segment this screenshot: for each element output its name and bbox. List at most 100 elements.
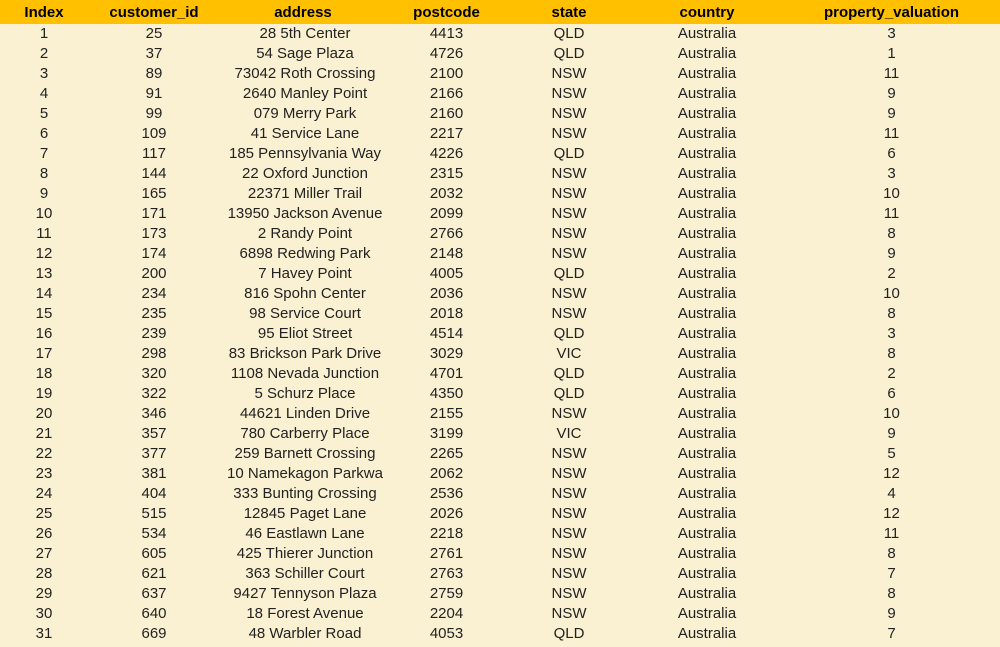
table-row[interactable]: 15 235 98 Service Court 2018 NSW Australia 8 [0,304,1000,324]
table-row[interactable]: 16 239 95 Eliot Street 4514 QLD Australia 3 [0,324,1000,344]
address-cell: 333 Bunting Crossing [233,485,377,502]
column-header-property-valuation[interactable]: property_valuation [823,3,960,21]
customer-id-cell: 171 [141,205,167,222]
state-cell: QLD [553,25,585,42]
table-row[interactable]: 29 637 9427 Tennyson Plaza 2759 NSW Australia… [0,584,1000,604]
country-cell: Australia [677,85,737,102]
index-cell: 14 [35,285,53,302]
property-valuation-cell: 12 [883,465,900,482]
postcode-cell: 2036 [429,285,464,302]
customer-id-cell: 25 [145,25,163,42]
table-row[interactable]: 5 99 079 Merry Park 2160 NSW Australia 9 [0,104,1000,124]
index-cell: 17 [35,345,53,362]
property-valuation-cell: 9 [887,425,896,442]
table-row[interactable]: 11 173 2 Randy Point 2766 NSW Australia 8 [0,224,1000,244]
table-row[interactable]: 17 298 83 Brickson Park Drive 3029 VIC Austra… [0,344,1000,364]
index-cell: 9 [39,185,49,202]
state-cell: NSW [551,445,587,462]
table-row[interactable]: 13 200 7 Havey Point 4005 QLD Australia 2 [0,264,1000,284]
postcode-cell: 2026 [429,505,464,522]
country-cell: Australia [677,305,737,322]
state-cell: QLD [553,325,585,342]
column-header-postcode[interactable]: postcode [413,3,480,21]
country-cell: Australia [677,445,737,462]
index-cell: 8 [39,165,49,182]
postcode-cell: 4514 [429,325,464,342]
address-cell: 28 5th Center [259,25,351,42]
state-cell: NSW [551,505,587,522]
state-cell: QLD [553,385,585,402]
customer-id-cell: 381 [141,465,167,482]
table-row[interactable]: 30 640 18 Forest Avenue 2204 NSW Australia 9 [0,604,1000,624]
postcode-cell: 2265 [429,445,464,462]
table-row[interactable]: 28 621 363 Schiller Court 2763 NSW Australia 7 [0,564,1000,584]
postcode-cell: 2761 [429,545,464,562]
address-cell: 1108 Nevada Junction [230,365,380,382]
index-cell: 15 [35,305,53,322]
state-cell: NSW [551,65,587,82]
column-header-address[interactable]: address [274,3,332,21]
address-cell: 816 Spohn Center [244,285,366,302]
customer-id-cell: 621 [141,565,167,582]
property-valuation-cell: 11 [883,525,900,542]
property-valuation-cell: 6 [887,145,896,162]
table-row[interactable]: 10 171 13950 Jackson Avenue 2099 NSW Australi… [0,204,1000,224]
customer-id-cell: 669 [141,625,167,642]
country-cell: Australia [677,145,737,162]
table-row[interactable]: 14 234 816 Spohn Center 2036 NSW Australia 10 [0,284,1000,304]
state-cell: NSW [551,605,587,622]
customer-id-cell: 89 [145,65,163,82]
table-row[interactable]: 9 165 22371 Miller Trail 2032 NSW Australia 10 [0,184,1000,204]
index-cell: 3 [39,65,49,82]
address-cell: 95 Eliot Street [257,325,353,342]
table-row[interactable]: 18 320 1108 Nevada Junction 4701 QLD Australi… [0,364,1000,384]
table-row[interactable]: 20 346 44621 Linden Drive 2155 NSW Australia 1… [0,404,1000,424]
postcode-cell: 2204 [429,605,464,622]
customer-id-cell: 605 [141,545,167,562]
index-cell: 16 [35,325,53,342]
table-row[interactable]: 26 534 46 Eastlawn Lane 2218 NSW Australia 11 [0,524,1000,544]
customer-id-cell: 515 [141,505,167,522]
index-cell: 13 [35,265,53,282]
property-valuation-cell: 7 [887,565,896,582]
country-cell: Australia [677,385,737,402]
address-cell: 48 Warbler Road [248,625,362,642]
index-cell: 4 [39,85,49,102]
column-header-state[interactable]: state [551,3,587,21]
table-body: 1 25 28 5th Center 4413 QLD Australia 3 2 37 54 S… [0,24,1000,644]
index-cell: 22 [35,445,53,462]
table-row[interactable]: 8 144 22 Oxford Junction 2315 NSW Australia 3 [0,164,1000,184]
address-cell: 22 Oxford Junction [242,165,368,182]
table-row[interactable]: 19 322 5 Schurz Place 4350 QLD Australia 6 [0,384,1000,404]
index-cell: 5 [39,105,49,122]
country-cell: Australia [677,505,737,522]
table-row[interactable]: 24 404 333 Bunting Crossing 2536 NSW Australi… [0,484,1000,504]
table-row[interactable]: 4 91 2640 Manley Point 2166 NSW Australia 9 [0,84,1000,104]
table-row[interactable]: 6 109 41 Service Lane 2217 NSW Australia 11 [0,124,1000,144]
customer-id-cell: 37 [145,45,163,62]
customer-id-cell: 346 [141,405,167,422]
address-cell: 2 Randy Point [257,225,353,242]
table-row[interactable]: 22 377 259 Barnett Crossing 2265 NSW Australi… [0,444,1000,464]
table-row[interactable]: 31 669 48 Warbler Road 4053 QLD Australia 7 [0,624,1000,644]
table-row[interactable]: 21 357 780 Carberry Place 3199 VIC Australia 9 [0,424,1000,444]
table-row[interactable]: 25 515 12845 Paget Lane 2026 NSW Australia 12 [0,504,1000,524]
address-cell: 6898 Redwing Park [239,245,371,262]
table-row[interactable]: 27 605 425 Thierer Junction 2761 NSW Australi… [0,544,1000,564]
postcode-cell: 2100 [429,65,464,82]
table-row[interactable]: 1 25 28 5th Center 4413 QLD Australia 3 [0,24,1000,44]
column-header-customer-id[interactable]: customer_id [109,3,199,21]
country-cell: Australia [677,225,737,242]
column-header-country[interactable]: country [679,3,735,21]
table-row[interactable]: 23 381 10 Namekagon Parkwa 2062 NSW Australia… [0,464,1000,484]
column-header-index[interactable]: Index [24,3,64,21]
table-row[interactable]: 7 117 185 Pennsylvania Way 4226 QLD Australia… [0,144,1000,164]
index-cell: 19 [35,385,53,402]
table-row[interactable]: 2 37 54 Sage Plaza 4726 QLD Australia 1 [0,44,1000,64]
property-valuation-cell: 9 [887,245,896,262]
postcode-cell: 2759 [429,585,464,602]
table-row[interactable]: 12 174 6898 Redwing Park 2148 NSW Australia 9 [0,244,1000,264]
address-cell: 73042 Roth Crossing [234,65,376,82]
table-row[interactable]: 3 89 73042 Roth Crossing 2100 NSW Australia 11 [0,64,1000,84]
country-cell: Australia [677,185,737,202]
